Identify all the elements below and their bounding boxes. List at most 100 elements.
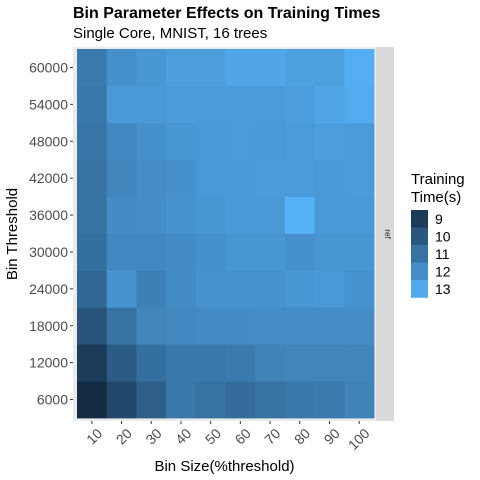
- heatmap-cell: [314, 381, 345, 419]
- heatmap-cell: [136, 85, 167, 124]
- x-tick-label: 70: [261, 425, 283, 447]
- legend-key: [411, 245, 428, 263]
- heatmap-cell: [225, 196, 256, 234]
- x-tick-label: 60: [232, 425, 254, 447]
- heatmap-cell: [284, 233, 315, 271]
- heatmap-cell: [255, 270, 286, 308]
- heatmap-cell: [136, 381, 167, 419]
- heatmap-cell: [166, 122, 197, 161]
- legend-label: 12: [435, 263, 451, 279]
- heatmap-cell: [344, 159, 375, 197]
- heatmap-cell: [106, 196, 137, 234]
- y-tick-label: 60000: [29, 59, 68, 75]
- legend-label: 10: [435, 228, 451, 244]
- y-tick-label: 54000: [29, 96, 68, 112]
- heatmap-cell: [166, 196, 197, 234]
- heatmap-cell: [225, 122, 256, 161]
- x-tick-label: 10: [83, 425, 105, 447]
- heatmap-cell: [344, 233, 375, 271]
- heatmap-cell: [166, 270, 197, 308]
- chart-subtitle: Single Core, MNIST, 16 trees: [73, 25, 267, 42]
- heatmap-cells: [77, 49, 375, 419]
- heatmap-cell: [225, 381, 256, 419]
- heatmap-cell: [314, 233, 345, 271]
- heatmap-cell: [106, 270, 137, 308]
- x-tick-label: 40: [172, 425, 194, 447]
- heatmap-cell: [314, 49, 345, 87]
- heatmap-cell: [255, 233, 286, 271]
- heatmap-cell: [255, 196, 286, 234]
- heatmap-cell: [195, 344, 226, 382]
- chart-title: Bin Parameter Effects on Training Times: [73, 5, 380, 22]
- heatmap-cell: [284, 307, 315, 345]
- legend-key: [411, 280, 428, 298]
- y-tick-label: 18000: [29, 318, 68, 334]
- heatmap-cell: [255, 85, 286, 124]
- legend-label: 11: [435, 246, 450, 262]
- heatmap-cell: [77, 85, 108, 124]
- heatmap-cell: [225, 49, 256, 87]
- heatmap-cell: [195, 85, 226, 124]
- heatmap-cell: [314, 196, 345, 234]
- heatmap-cell: [166, 49, 197, 87]
- heatmap-cell: [195, 49, 226, 87]
- heatmap-cell: [314, 85, 345, 124]
- heatmap-cell: [195, 196, 226, 234]
- x-tick-label: 30: [142, 425, 164, 447]
- x-tick-label: 100: [345, 425, 373, 453]
- facet-strip: [376, 47, 394, 421]
- x-tick-label: 90: [321, 425, 343, 447]
- heatmap-cell: [136, 233, 167, 271]
- facet-strip-label: ref: [383, 229, 392, 239]
- heatmap-cell: [195, 381, 226, 419]
- heatmap-cell: [136, 344, 167, 382]
- heatmap-cell: [284, 122, 315, 161]
- legend-key: [411, 227, 428, 246]
- heatmap-cell: [77, 307, 108, 345]
- heatmap-cell: [136, 270, 167, 308]
- heatmap-cell: [166, 381, 197, 419]
- heatmap-cell: [106, 122, 137, 161]
- heatmap-cell: [166, 307, 197, 345]
- heatmap-cell: [284, 344, 315, 382]
- heatmap-cell: [106, 49, 137, 87]
- y-tick-label: 12000: [29, 355, 68, 371]
- heatmap-cell: [225, 85, 256, 124]
- heatmap-cell: [255, 307, 286, 345]
- heatmap-cell: [195, 270, 226, 308]
- heatmap-cell: [344, 344, 375, 382]
- x-axis-title: Bin Size(%threshold): [154, 458, 294, 475]
- heatmap-cell: [106, 344, 137, 382]
- heatmap-cell: [344, 49, 375, 87]
- heatmap-cell: [166, 159, 197, 197]
- heatmap-cell: [284, 270, 315, 308]
- heatmap-cell: [195, 233, 226, 271]
- legend-label: 9: [435, 211, 443, 227]
- heatmap-cell: [344, 196, 375, 234]
- heatmap-cell: [314, 159, 345, 197]
- y-axis-title: Bin Threshold: [4, 188, 21, 280]
- heatmap-cell: [255, 122, 286, 161]
- heatmap-cell: [255, 49, 286, 87]
- y-axis-ticks: 6000 12000 18000 24000 30000 36000 42000 48000 5…: [29, 59, 73, 408]
- heatmap-cell: [344, 307, 375, 345]
- heatmap-cell: [106, 159, 137, 197]
- y-tick-label: 30000: [29, 244, 68, 260]
- heatmap-cell: [284, 85, 315, 124]
- heatmap-cell: [344, 381, 375, 419]
- heatmap-cell: [255, 344, 286, 382]
- heatmap-cell: [136, 196, 167, 234]
- y-tick-label: 42000: [29, 170, 68, 186]
- heatmap-cell: [195, 122, 226, 161]
- heatmap-cell: [136, 49, 167, 87]
- heatmap-cell: [77, 270, 108, 308]
- legend-key: [411, 262, 428, 281]
- y-tick-label: 48000: [29, 133, 68, 149]
- x-axis-ticks: 10 20 30 40 50 60 70 80 90 100: [83, 421, 373, 453]
- heatmap-cell: [225, 270, 256, 308]
- heatmap-cell: [314, 270, 345, 308]
- heatmap-cell: [255, 381, 286, 419]
- heatmap-cell: [136, 122, 167, 161]
